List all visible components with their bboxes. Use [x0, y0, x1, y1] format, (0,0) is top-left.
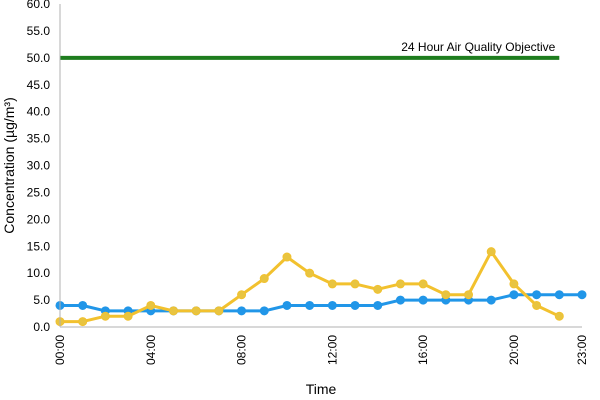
series-point-1	[237, 290, 247, 300]
series-point-1	[395, 279, 405, 289]
objective-label: 24 Hour Air Quality Objective	[401, 40, 555, 54]
series-point-1	[305, 268, 315, 278]
series-point-0	[577, 290, 587, 300]
series-point-1	[509, 279, 519, 289]
series-point-1	[486, 247, 496, 257]
series-point-1	[146, 300, 156, 310]
series-point-0	[486, 295, 496, 305]
x-tick-label: 08:00	[235, 335, 249, 365]
series-point-1	[441, 290, 451, 300]
y-tick-label: 10.0	[27, 266, 51, 280]
series-point-1	[554, 311, 564, 321]
y-tick-label: 55.0	[27, 24, 51, 38]
x-tick-label: 12:00	[325, 335, 339, 365]
series-point-1	[350, 279, 360, 289]
objective-layer: 24 Hour Air Quality Objective	[60, 40, 560, 60]
y-tick-label: 45.0	[27, 78, 51, 92]
x-tick-label: 16:00	[416, 335, 430, 365]
series-point-1	[168, 306, 178, 316]
y-tick-label: 35.0	[27, 132, 51, 146]
series-line-0	[60, 293, 582, 313]
y-tick-label: 50.0	[27, 51, 51, 65]
series-point-1	[373, 284, 383, 294]
series-point-0	[373, 300, 383, 310]
series-point-0	[418, 295, 428, 305]
series-point-1	[259, 274, 269, 284]
series-point-1	[214, 306, 224, 316]
series-point-0	[327, 300, 337, 310]
y-tick-label: 5.0	[33, 293, 50, 307]
series-point-0	[78, 300, 88, 310]
x-tick-labels: 00:00 04:00 08:00 12:00 16:00 20:00 23:00	[53, 335, 589, 365]
y-tick-label: 60.0	[27, 0, 51, 11]
series-point-0	[509, 290, 519, 300]
series-point-0	[237, 306, 247, 316]
y-tick-label: 0.0	[33, 320, 50, 334]
series-point-0	[532, 290, 542, 300]
axes-layer	[59, 4, 582, 328]
series-point-0	[305, 300, 315, 310]
y-axis-title: Concentration (µg/m³)	[1, 97, 17, 233]
series-point-0	[282, 300, 292, 310]
y-tick-label: 30.0	[27, 159, 51, 173]
x-tick-label: 04:00	[144, 335, 158, 365]
x-axis-title: Time	[306, 381, 337, 397]
y-tick-label: 20.0	[27, 212, 51, 226]
y-tick-labels: 0.0 5.0 10.0 15.0 20.0 25.0 30.0 35.0 40.0 45.0 50…	[27, 0, 51, 334]
series-point-0	[350, 300, 360, 310]
x-tick-label: 20:00	[507, 335, 521, 365]
y-tick-label: 15.0	[27, 239, 51, 253]
series-point-1	[123, 311, 133, 321]
series-layer	[55, 247, 587, 327]
series-point-0	[259, 306, 269, 316]
series-point-1	[327, 279, 337, 289]
series-point-1	[464, 290, 474, 300]
series-point-0	[395, 295, 405, 305]
series-point-1	[78, 317, 88, 327]
y-tick-label: 40.0	[27, 105, 51, 119]
y-tick-label: 25.0	[27, 185, 51, 199]
x-tick-label: 23:00	[575, 335, 589, 365]
series-point-1	[418, 279, 428, 289]
series-point-1	[282, 252, 292, 262]
series-point-1	[532, 300, 542, 310]
series-point-1	[191, 306, 201, 316]
series-point-1	[100, 311, 110, 321]
series-point-0	[554, 290, 564, 300]
x-tick-label: 00:00	[53, 335, 67, 365]
